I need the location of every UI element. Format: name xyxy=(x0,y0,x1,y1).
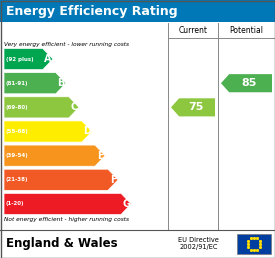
Polygon shape xyxy=(171,98,215,116)
Text: 75: 75 xyxy=(188,102,203,112)
Text: C: C xyxy=(70,102,78,112)
Text: (69-80): (69-80) xyxy=(6,105,29,110)
Text: Energy Efficiency Rating: Energy Efficiency Rating xyxy=(6,4,178,18)
Text: A: A xyxy=(44,54,52,64)
Text: G: G xyxy=(122,199,130,209)
Polygon shape xyxy=(4,193,131,214)
Text: Potential: Potential xyxy=(230,26,263,35)
Text: B: B xyxy=(57,78,65,88)
Text: (81-91): (81-91) xyxy=(6,81,29,86)
Polygon shape xyxy=(4,73,66,94)
Polygon shape xyxy=(4,145,105,166)
Text: F: F xyxy=(110,175,116,185)
Polygon shape xyxy=(4,169,118,190)
Text: Not energy efficient - higher running costs: Not energy efficient - higher running co… xyxy=(4,217,129,222)
Polygon shape xyxy=(4,49,53,70)
Text: (21-38): (21-38) xyxy=(6,177,29,182)
Text: 85: 85 xyxy=(241,78,257,88)
Text: Very energy efficient - lower running costs: Very energy efficient - lower running co… xyxy=(4,42,129,47)
Text: D: D xyxy=(83,126,91,136)
Text: (55-68): (55-68) xyxy=(6,129,29,134)
Text: (1-20): (1-20) xyxy=(6,201,24,206)
Text: E: E xyxy=(97,151,103,161)
Polygon shape xyxy=(221,74,272,92)
Text: England & Wales: England & Wales xyxy=(6,238,118,251)
Polygon shape xyxy=(4,97,79,118)
Bar xyxy=(0,0,275,22)
Polygon shape xyxy=(4,121,92,142)
Text: (39-54): (39-54) xyxy=(6,153,29,158)
Text: (92 plus): (92 plus) xyxy=(6,57,34,62)
Text: Current: Current xyxy=(178,26,208,35)
Bar xyxy=(237,234,271,254)
Text: EU Directive
2002/91/EC: EU Directive 2002/91/EC xyxy=(178,238,219,251)
